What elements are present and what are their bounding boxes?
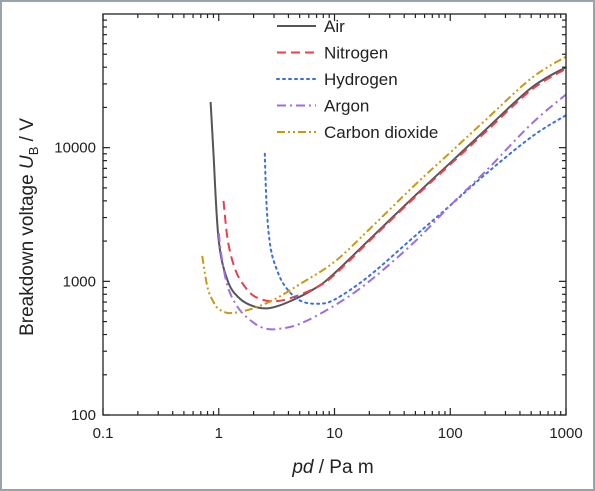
y-tick-label-0: 100 (71, 407, 96, 424)
tick-layer: 0.1 1 10 100 1000 100 1000 10000 (54, 14, 583, 442)
x-axis-title: pd / Pa m (291, 457, 373, 478)
y-axis-unit: / V (17, 118, 38, 147)
legend: Air Nitrogen Hydrogen Argon Carbon dioxide (276, 17, 438, 142)
y-axis-text: Breakdown voltage (17, 169, 38, 336)
x-tick-label-1: 1 (215, 425, 223, 442)
series-layer (201, 55, 567, 331)
series-line-2 (263, 114, 567, 305)
x-axis-unit: / Pa m (313, 457, 373, 478)
series-line-1 (222, 67, 567, 303)
y-axis-variable: U (17, 155, 38, 169)
x-tick-label-3: 100 (438, 425, 463, 442)
series-line-4 (201, 55, 567, 315)
x-axis-variable: pd (291, 457, 315, 478)
legend-label-3: Argon (324, 97, 369, 116)
legend-label-0: Air (324, 17, 345, 36)
y-axis-subscript: B (26, 147, 41, 156)
x-tick-label-4: 1000 (549, 425, 582, 442)
series-line-3 (217, 93, 567, 331)
series-line-0 (209, 66, 567, 310)
y-tick-label-1: 1000 (63, 273, 96, 290)
x-tick-label-0: 0.1 (93, 425, 114, 442)
x-tick-label-2: 10 (326, 425, 343, 442)
legend-label-1: Nitrogen (324, 44, 388, 63)
y-tick-label-2: 10000 (54, 140, 96, 157)
y-axis-title: Breakdown voltage UB / V (17, 118, 41, 336)
legend-label-2: Hydrogen (324, 70, 398, 89)
legend-label-4: Carbon dioxide (324, 123, 438, 142)
